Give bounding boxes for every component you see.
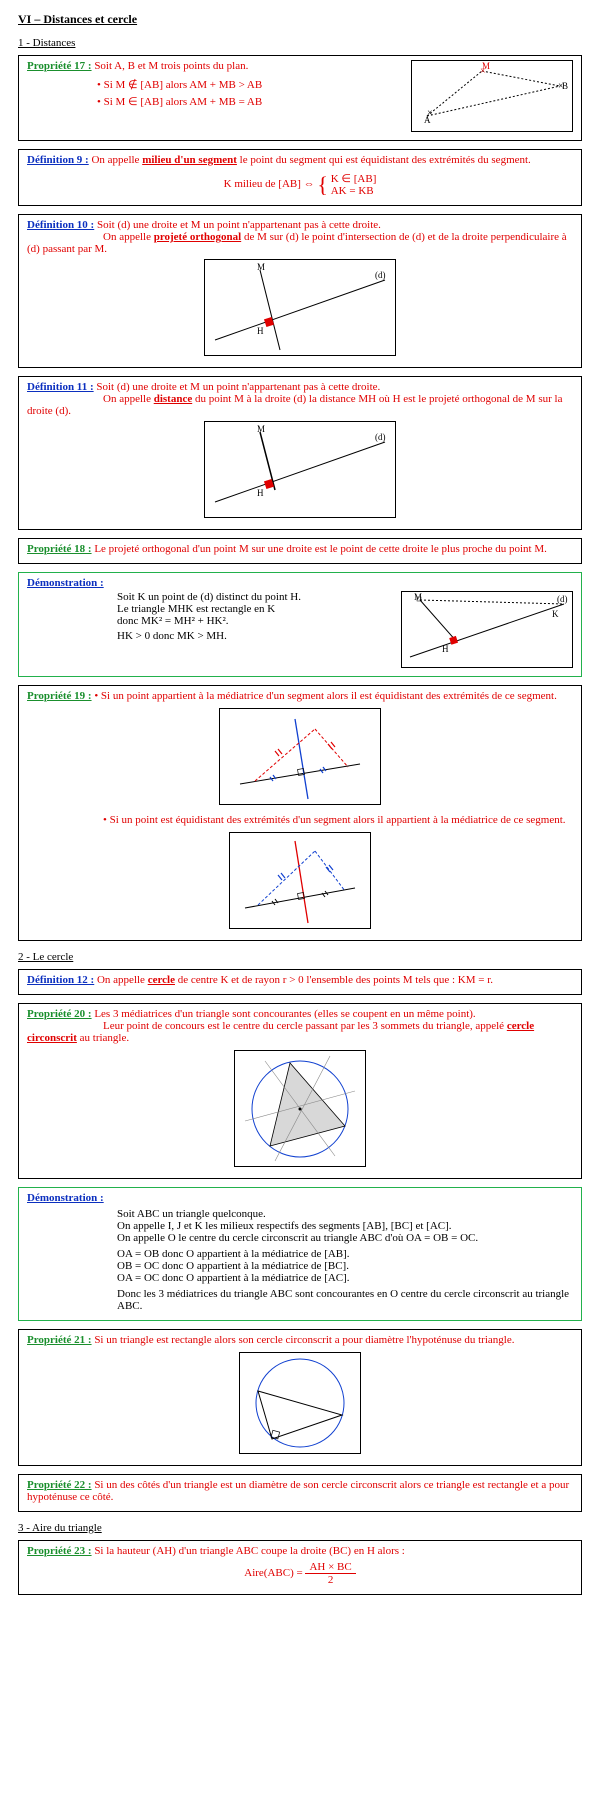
- box-prop-22: Propriété 22 : Si un des côtés d'un tria…: [18, 1474, 582, 1512]
- d10-l1: Soit (d) une droite et M un point n'appa…: [97, 219, 381, 231]
- p17-bullet-2: • Si M ∈ [AB] alors AM + MB = AB: [97, 95, 401, 108]
- diagram-triangle-inequality: A B M × × ×: [411, 60, 573, 132]
- diagram-circumscribed-circle: [234, 1050, 366, 1167]
- demo2-l5: OB = OC donc O appartient à la médiatric…: [117, 1260, 573, 1272]
- d12-tb: de centre K et de rayon r > 0 l'ensemble…: [175, 974, 493, 986]
- label-demo-2: Démonstration :: [27, 1192, 104, 1204]
- d10-u: projeté orthogonal: [154, 231, 241, 243]
- svg-text:(d): (d): [375, 270, 386, 280]
- diagram-orthogonal-projection: (d) M H: [204, 259, 396, 356]
- svg-text:M: M: [257, 262, 265, 272]
- d12-tu: cercle: [148, 974, 175, 986]
- section-1-heading: 1 - Distances: [18, 37, 582, 49]
- p17-intro: Soit A, B et M trois points du plan.: [94, 60, 248, 72]
- label-prop-18: Propriété 18 :: [27, 543, 92, 555]
- d11-l2a: On appelle: [103, 393, 154, 405]
- label-prop-21: Propriété 21 :: [27, 1334, 92, 1346]
- label-prop-19: Propriété 19 :: [27, 690, 92, 702]
- diagram-distance-point-line: (d) M H: [204, 421, 396, 518]
- box-prop-20: Propriété 20 : Les 3 médiatrices d'un tr…: [18, 1003, 582, 1179]
- demo1-l3: donc MK² = MH² + HK².: [117, 615, 391, 627]
- demo1-l1: Soit K un point de (d) distinct du point…: [117, 591, 391, 603]
- diagram-right-triangle-circle: [239, 1352, 361, 1454]
- box-prop-17: Propriété 17 : Soit A, B et M trois poin…: [18, 55, 582, 141]
- label-def-9: Définition 9 :: [27, 154, 89, 166]
- label-def-12: Définition 12 :: [27, 974, 94, 986]
- box-prop-19: Propriété 19 : • Si un point appartient …: [18, 685, 582, 941]
- label-prop-17: Propriété 17 :: [27, 60, 92, 72]
- box-def-10: Définition 10 : Soit (d) une droite et M…: [18, 214, 582, 368]
- section-2-heading: 2 - Le cercle: [18, 951, 582, 963]
- box-demo-1: Démonstration : Soit K un point de (d) d…: [18, 572, 582, 677]
- diagram-demo-mhk: (d) M H K: [401, 591, 573, 668]
- svg-text:H: H: [257, 326, 264, 336]
- label-def-11: Définition 11 :: [27, 381, 94, 393]
- demo1-l4: HK > 0 donc MK > MH.: [117, 630, 391, 642]
- diagram-mediatrice-2: [229, 832, 371, 929]
- label-def-10: Définition 10 :: [27, 219, 94, 231]
- page-title: VI – Distances et cercle: [18, 12, 582, 27]
- label-demo-1: Démonstration :: [27, 577, 104, 589]
- box-def-11: Définition 11 : Soit (d) une droite et M…: [18, 376, 582, 530]
- section-3-heading: 3 - Aire du triangle: [18, 1522, 582, 1534]
- demo2-l2: On appelle I, J et K les milieux respect…: [117, 1220, 573, 1232]
- p21-t: Si un triangle est rectangle alors son c…: [94, 1334, 514, 1346]
- svg-text:H: H: [257, 488, 264, 498]
- svg-text:H: H: [442, 644, 449, 654]
- d9-t2: le point du segment qui est équidistant …: [237, 154, 531, 166]
- box-prop-18: Propriété 18 : Le projeté orthogonal d'u…: [18, 538, 582, 564]
- d9-underline: milieu d'un segment: [142, 154, 237, 166]
- d10-l2a: On appelle: [103, 231, 154, 243]
- demo2-l1: Soit ABC un triangle quelconque.: [117, 1208, 573, 1220]
- svg-text:×: ×: [427, 108, 433, 119]
- demo2-l7: Donc les 3 médiatrices du triangle ABC s…: [117, 1288, 573, 1312]
- box-prop-23: Propriété 23 : Si la hauteur (AH) d'un t…: [18, 1540, 582, 1595]
- diagram-mediatrice-1: [219, 708, 381, 805]
- p23-formula: Aire(ABC) = AH × BC 2: [27, 1561, 573, 1586]
- svg-text:×: ×: [480, 66, 486, 77]
- p23-t: Si la hauteur (AH) d'un triangle ABC cou…: [94, 1545, 405, 1557]
- p20-l2b: au triangle.: [77, 1032, 129, 1044]
- label-prop-23: Propriété 23 :: [27, 1545, 92, 1557]
- label-prop-20: Propriété 20 :: [27, 1008, 92, 1020]
- d11-u: distance: [154, 393, 193, 405]
- p18-text: Le projeté orthogonal d'un point M sur u…: [94, 543, 547, 555]
- svg-text:(d): (d): [375, 432, 386, 442]
- svg-text:×: ×: [558, 81, 564, 92]
- d12-ta: On appelle: [97, 974, 148, 986]
- svg-text:M: M: [257, 424, 265, 434]
- d9-formula: K milieu de [AB] ⇔ { K ∈ [AB] AK = KB: [27, 172, 573, 197]
- box-def-12: Définition 12 : On appelle cercle de cen…: [18, 969, 582, 995]
- demo2-l4: OA = OB donc O appartient à la médiatric…: [117, 1248, 573, 1260]
- d11-l1: Soit (d) une droite et M un point n'appa…: [96, 381, 380, 393]
- svg-text:(d): (d): [557, 594, 568, 604]
- demo1-l2: Le triangle MHK est rectangle en K: [117, 603, 391, 615]
- d9-t1: On appelle: [91, 154, 142, 166]
- p20-l1: Les 3 médiatrices d'un triangle sont con…: [94, 1008, 475, 1020]
- demo2-l6: OA = OC donc O appartient à la médiatric…: [117, 1272, 573, 1284]
- svg-text:K: K: [552, 609, 559, 619]
- p17-bullet-1: • Si M ∉ [AB] alors AM + MB > AB: [97, 78, 401, 91]
- p19-b: • Si un point est équidistant des extrém…: [103, 814, 573, 826]
- p22-t: Si un des côtés d'un triangle est un dia…: [27, 1479, 569, 1503]
- box-demo-2: Démonstration : Soit ABC un triangle que…: [18, 1187, 582, 1321]
- label-prop-22: Propriété 22 :: [27, 1479, 92, 1491]
- p19-a: • Si un point appartient à la médiatrice…: [94, 690, 557, 702]
- box-def-9: Définition 9 : On appelle milieu d'un se…: [18, 149, 582, 206]
- box-prop-21: Propriété 21 : Si un triangle est rectan…: [18, 1329, 582, 1466]
- p20-l2a: Leur point de concours est le centre du …: [103, 1020, 507, 1032]
- demo2-l3: On appelle O le centre du cercle circons…: [117, 1232, 573, 1244]
